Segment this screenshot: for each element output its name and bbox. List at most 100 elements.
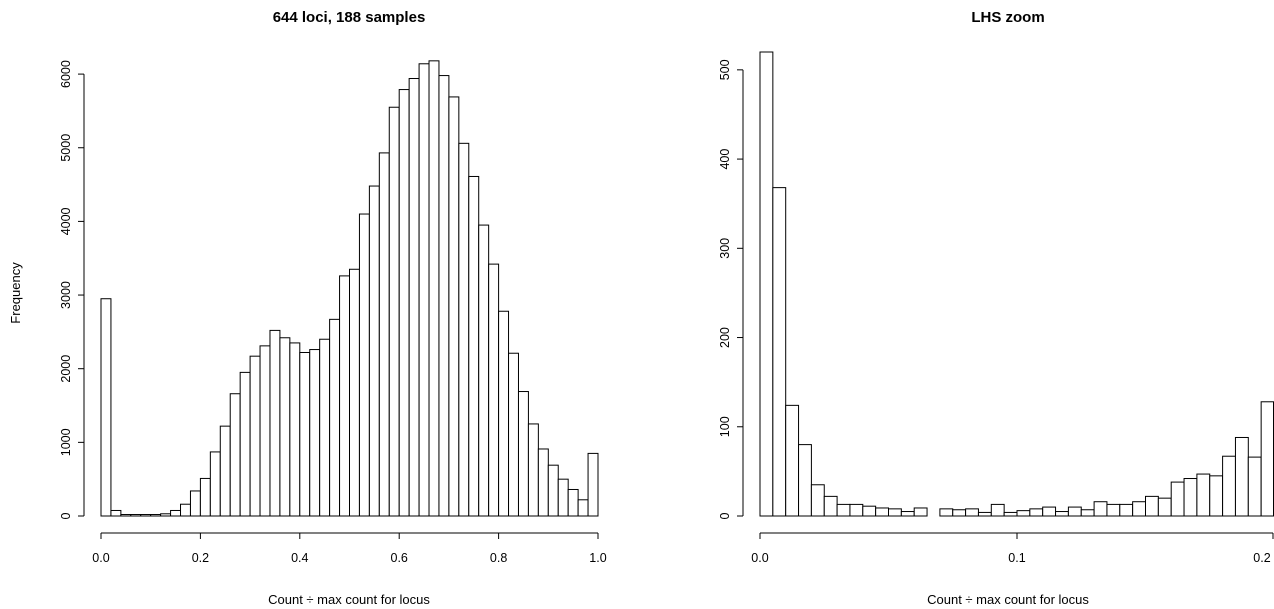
histogram-bar [478, 224, 490, 517]
histogram-bar [309, 349, 321, 517]
histogram-bar [319, 338, 331, 517]
x-tick-label: 0.8 [490, 551, 507, 565]
histogram-bar [229, 393, 241, 517]
histogram-bar [587, 452, 599, 517]
histogram-bar [140, 514, 152, 517]
histogram-bar [110, 509, 122, 517]
histogram-bar [810, 484, 825, 517]
x-tick-label: 0.1 [1008, 551, 1025, 565]
histogram-bar [557, 478, 569, 517]
histogram-bar [1196, 473, 1211, 517]
histogram-bar [418, 63, 430, 517]
histogram-bar [913, 507, 928, 517]
histogram-bar [939, 508, 954, 517]
y-tick-label: 1000 [59, 428, 73, 456]
x-tick-label: 0.0 [92, 551, 109, 565]
y-tick-label: 200 [718, 327, 732, 348]
histogram-bar [339, 275, 350, 517]
histogram-bar [438, 75, 450, 517]
x-axis-label: Count ÷ max count for locus [927, 592, 1089, 607]
histogram-bar [798, 444, 812, 517]
x-axis-label: Count ÷ max count for locus [268, 592, 430, 607]
histogram-bar [239, 371, 251, 517]
y-axis-label: Frequency [8, 262, 23, 324]
histogram-bar [1119, 503, 1134, 517]
histogram-bar [1260, 401, 1274, 517]
histogram-bar [785, 404, 800, 517]
x-tick-label: 0.2 [1253, 551, 1270, 565]
histogram-bar [1170, 481, 1185, 517]
histogram-bar [209, 451, 221, 517]
y-tick-label: 100 [718, 416, 732, 437]
histogram-bar [508, 352, 519, 517]
histogram-bar [249, 355, 261, 517]
histogram-bar [1016, 510, 1031, 517]
histogram-bar [900, 511, 915, 517]
histogram-bar [547, 464, 559, 517]
histogram-bar [219, 425, 231, 517]
histogram-bars [100, 60, 599, 517]
histogram-bar [1080, 509, 1095, 517]
histogram-bar [170, 509, 182, 517]
histogram-bar [398, 89, 410, 517]
y-axis: 0 100 200 300 400 500 [718, 59, 744, 519]
histogram-bar [527, 423, 539, 517]
histogram-bar [378, 152, 390, 517]
histogram-panel-zoom: LHS zoom Count ÷ max count for locus 0.0… [718, 9, 1274, 607]
y-tick-label: 0 [718, 512, 732, 519]
histogram-bar [289, 342, 301, 517]
histogram-bar [448, 96, 460, 517]
y-tick-label: 400 [718, 149, 732, 170]
histogram-bar [1132, 501, 1147, 517]
histogram-bar [1055, 511, 1069, 517]
histogram-bar [160, 513, 172, 517]
histogram-bar [772, 187, 787, 517]
histogram-bar [388, 106, 400, 517]
histogram-bar [259, 345, 271, 517]
histogram-bar [1183, 478, 1198, 517]
chart-title: LHS zoom [971, 9, 1044, 26]
histogram-bar [1029, 508, 1044, 517]
histogram-bar [888, 508, 902, 517]
histogram-bar [1106, 503, 1121, 517]
x-tick-label: 0.6 [391, 551, 408, 565]
histogram-bar [849, 503, 864, 517]
histogram-bar [199, 477, 211, 517]
histogram-bar [537, 448, 549, 517]
histogram-bar [759, 51, 774, 517]
histogram-bar [279, 337, 291, 517]
histogram-bar [130, 514, 142, 517]
histogram-bar [823, 495, 838, 517]
x-tick-label: 0.0 [751, 551, 768, 565]
histogram-bar [990, 503, 1005, 517]
x-axis: 0.0 0.2 0.4 0.6 0.8 1.0 [92, 532, 607, 565]
histogram-bar [1209, 475, 1224, 517]
y-tick-label: 300 [718, 238, 732, 259]
histogram-bar [180, 503, 191, 517]
histogram-bar [189, 490, 201, 517]
histogram-bar [368, 185, 380, 517]
chart-title: 644 loci, 188 samples [273, 9, 426, 26]
histogram-bar [120, 514, 132, 517]
histogram-bar [836, 503, 851, 517]
histogram-bar [1093, 501, 1108, 517]
histogram-bar [488, 263, 500, 517]
histogram-bar [977, 511, 992, 517]
histogram-bar [1157, 497, 1172, 517]
histogram-bar [952, 509, 967, 517]
histogram-bar [567, 488, 579, 517]
histogram-bar [965, 508, 979, 517]
histogram-panel-full: 644 loci, 188 samples Count ÷ max count … [8, 9, 607, 607]
histogram-bar [329, 318, 341, 517]
histogram-bar [468, 175, 480, 517]
histogram-bar [1145, 495, 1159, 517]
x-tick-label: 1.0 [589, 551, 606, 565]
histogram-bar [408, 78, 420, 517]
histogram-bar [517, 391, 529, 517]
x-tick-label: 0.2 [192, 551, 209, 565]
histogram-bars [759, 51, 1274, 517]
histogram-bar [100, 298, 112, 517]
histogram-bar [1222, 455, 1236, 517]
histogram-bar [299, 351, 311, 517]
